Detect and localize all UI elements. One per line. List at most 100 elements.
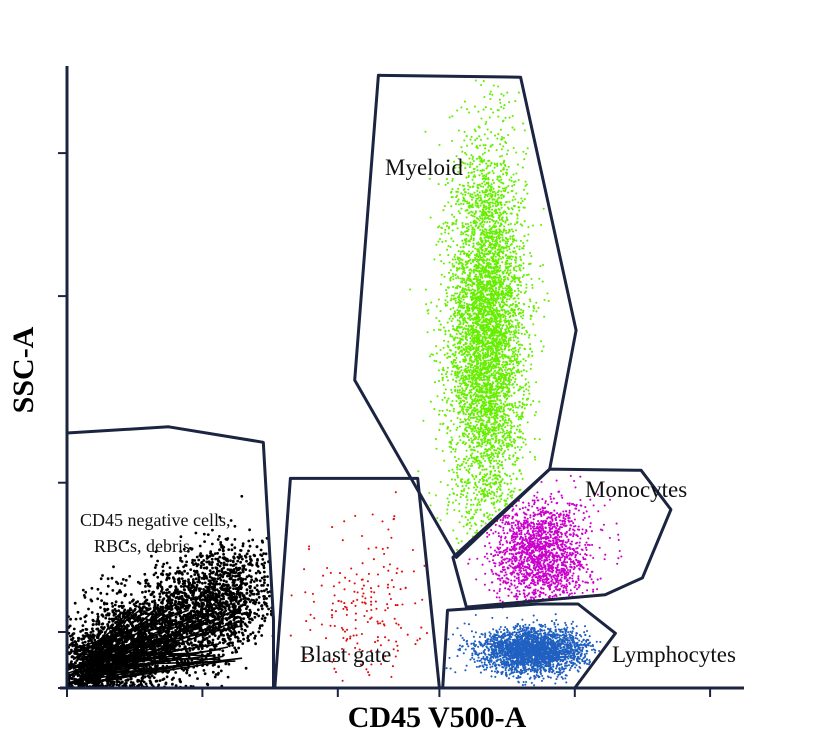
event-dot	[516, 221, 519, 224]
event-dot	[482, 520, 485, 523]
event-dot	[500, 93, 503, 96]
event-dot	[456, 284, 460, 287]
event-dot	[471, 193, 474, 196]
event-dot	[495, 341, 498, 344]
event-dot	[470, 388, 473, 391]
event-dot	[485, 173, 488, 176]
event-dot	[513, 128, 516, 131]
event-dot	[465, 324, 468, 327]
event-dot	[503, 348, 506, 351]
event-dot	[490, 396, 493, 399]
event-dot	[501, 453, 504, 456]
event-dot	[482, 457, 485, 460]
event-dot	[469, 258, 472, 261]
event-dot	[441, 368, 444, 371]
event-dot	[501, 350, 504, 353]
event-dot	[476, 248, 479, 251]
event-dot	[455, 471, 458, 474]
event-dot	[459, 421, 462, 424]
event-dot	[493, 284, 496, 287]
event-dot	[517, 350, 520, 353]
event-dot	[518, 245, 521, 248]
event-dot	[468, 157, 471, 160]
event-dot	[443, 275, 446, 278]
event-dot	[472, 185, 475, 188]
event-dot	[491, 437, 494, 440]
event-dot	[509, 312, 512, 315]
event-dot	[468, 457, 471, 460]
event-dot	[458, 337, 461, 340]
event-dot	[470, 524, 473, 527]
event-dot	[458, 521, 461, 524]
event-dot	[456, 311, 459, 315]
event-dot	[455, 219, 458, 222]
event-dot	[459, 399, 462, 403]
event-dot	[496, 488, 499, 491]
event-dot	[499, 101, 502, 104]
event-dot	[491, 422, 494, 425]
event-dot	[474, 79, 477, 82]
event-dot	[489, 90, 492, 93]
event-dot	[475, 301, 478, 304]
event-dot	[469, 161, 472, 164]
event-dot	[447, 226, 451, 229]
event-dot	[489, 517, 493, 520]
event-dot	[521, 437, 524, 440]
event-dot	[471, 162, 474, 166]
event-dot	[504, 375, 507, 379]
event-dot	[506, 269, 509, 272]
event-dot	[451, 229, 454, 232]
event-dot	[511, 376, 515, 379]
event-dot	[479, 169, 482, 172]
event-dot	[469, 454, 472, 457]
event-dot	[510, 369, 513, 372]
event-dot	[484, 193, 487, 197]
event-dot	[429, 400, 432, 403]
event-dot	[482, 233, 485, 236]
event-dot	[515, 326, 518, 329]
event-dot	[491, 478, 494, 481]
event-dot	[476, 299, 479, 302]
event-dot	[470, 498, 473, 502]
event-dot	[482, 144, 485, 147]
event-dot	[434, 438, 437, 441]
event-dot	[452, 358, 455, 362]
event-dot	[454, 292, 457, 295]
event-dot	[446, 399, 449, 402]
event-dot	[496, 398, 499, 401]
event-dot	[491, 208, 494, 211]
event-dot	[499, 143, 502, 146]
event-dot	[500, 251, 503, 254]
event-dot	[439, 422, 442, 426]
event-dot	[492, 282, 495, 285]
event-dot	[475, 367, 478, 370]
event-dot	[460, 207, 463, 210]
event-dot	[525, 152, 528, 155]
event-dot	[426, 331, 429, 334]
event-dot	[494, 298, 497, 301]
event-dot	[480, 305, 483, 308]
event-dot	[464, 419, 467, 422]
event-dot	[468, 166, 471, 169]
event-dot	[439, 283, 442, 286]
event-dot	[482, 429, 485, 432]
event-dot	[441, 376, 445, 380]
event-dot	[514, 377, 517, 381]
event-dot	[518, 404, 521, 407]
event-dot	[493, 236, 496, 239]
event-dot	[490, 394, 493, 397]
event-dot	[483, 436, 486, 439]
event-dot	[454, 353, 457, 357]
event-dot	[470, 135, 473, 138]
event-dot	[466, 234, 470, 237]
event-dot	[500, 494, 503, 497]
event-dot	[520, 374, 524, 377]
event-dot	[469, 406, 472, 409]
event-dot	[435, 345, 438, 348]
event-dot	[478, 478, 482, 481]
event-dot	[473, 340, 476, 343]
event-dot	[488, 383, 491, 386]
event-dot	[473, 430, 476, 433]
event-dot	[458, 370, 462, 373]
